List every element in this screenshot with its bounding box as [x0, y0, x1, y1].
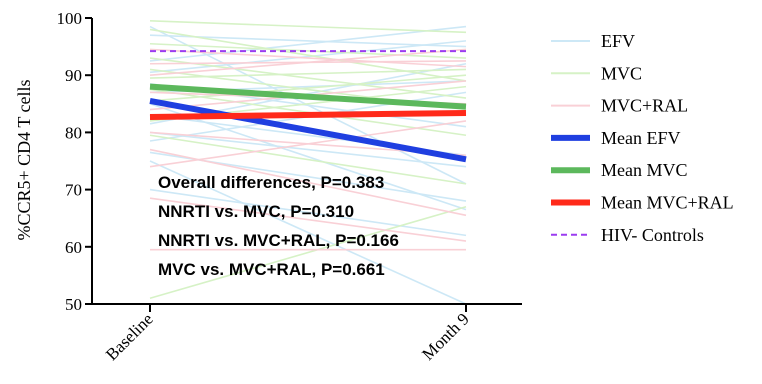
individual-line-efv	[149, 40, 467, 74]
y-axis-title: %CCR5+ CD4 T cells	[14, 80, 34, 241]
individual-line-efv	[149, 188, 467, 237]
legend-label: MVC+RAL	[601, 96, 688, 116]
y-tick-label: 80	[65, 123, 82, 142]
individual-line-mvc	[149, 42, 467, 59]
individual-line-efv	[149, 131, 467, 168]
x-tick-label: Month 9	[418, 309, 473, 364]
data-lines	[149, 20, 467, 305]
individual-line-mvc	[149, 20, 467, 34]
y-tick-label: 50	[65, 295, 82, 314]
y-tick-label: 100	[57, 9, 83, 28]
y-tick-label: 70	[65, 181, 82, 200]
individual-line-mvc	[149, 205, 467, 300]
series-line-mean-mvc-ral	[149, 109, 467, 120]
series-line-mean-mvc	[149, 83, 467, 110]
individual-line-mvc-ral	[149, 120, 467, 168]
individual-line-mvc-ral	[149, 148, 467, 217]
legend: EFV MVC MVC+RAL Mean EFV Mean MVC Mean MVC+RA…	[551, 31, 734, 245]
y-tick-label: 60	[65, 238, 82, 257]
annotations: Overall differences, P=0.383 NNRTI vs. MV…	[158, 173, 399, 279]
annotation-text: Overall differences, P=0.383	[158, 173, 384, 192]
individual-line-mvc	[149, 28, 467, 82]
annotation-text: NNRTI vs. MVC+RAL, P=0.166	[158, 231, 399, 250]
individual-line-efv	[149, 25, 467, 62]
legend-label: EFV	[601, 31, 635, 51]
y-tick-label: 90	[65, 66, 82, 85]
legend-label: Mean MVC	[601, 160, 688, 180]
individual-line-efv	[149, 160, 467, 305]
legend-label: Mean MVC+RAL	[601, 193, 734, 213]
individual-line-mvc	[149, 57, 467, 99]
legend-label: MVC	[601, 63, 642, 83]
individual-line-mvc-ral	[149, 48, 467, 68]
individual-line-mvc	[149, 68, 467, 79]
individual-line-mvc-ral	[149, 48, 467, 76]
series-line-mean-efv	[149, 97, 467, 163]
individual-line-mvc-ral	[149, 197, 467, 242]
individual-line-efv	[149, 34, 467, 48]
legend-label: Mean EFV	[601, 128, 681, 148]
annotation-text: NNRTI vs. MVC, P=0.310	[158, 202, 354, 221]
individual-line-mvc	[149, 134, 467, 185]
annotation-text: MVC vs. MVC+RAL, P=0.661	[158, 260, 385, 279]
x-tick-label: Baseline	[102, 309, 157, 364]
individual-line-mvc	[149, 74, 467, 102]
legend-label: HIV- Controls	[601, 225, 704, 245]
